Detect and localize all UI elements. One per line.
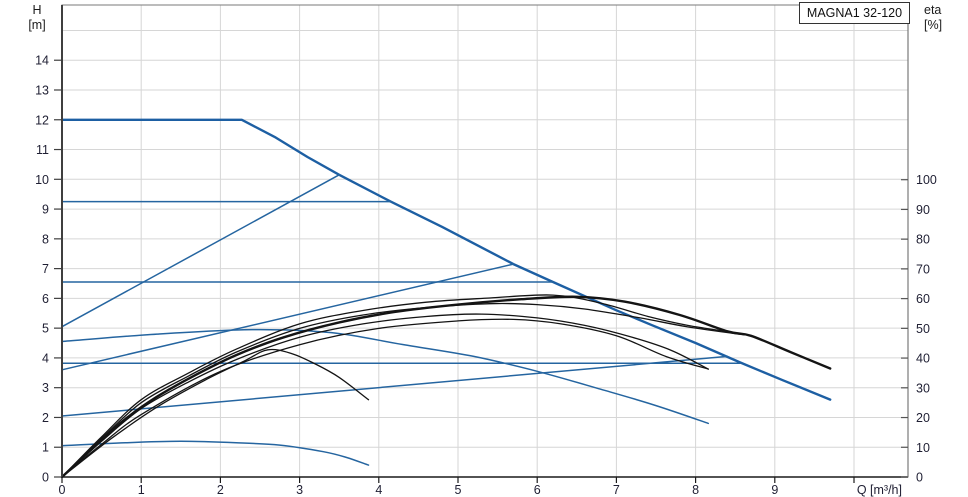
left-axis-label: H [m] xyxy=(20,3,54,33)
tick-label: 80 xyxy=(916,233,930,247)
left-axis-label-symbol: H xyxy=(32,3,42,17)
curve-eta-curve-3 xyxy=(61,302,746,478)
tick-label: 20 xyxy=(916,411,930,425)
tick-label: 14 xyxy=(35,54,49,68)
tick-label: 90 xyxy=(916,203,930,217)
curve-eta-curve-4 xyxy=(61,313,709,478)
tick-label: 8 xyxy=(42,232,49,246)
pump-curves xyxy=(60,118,832,479)
x-axis-unit-label: Q [m³/h] xyxy=(857,483,902,497)
curve-mid-speed-curve xyxy=(61,328,710,425)
right-axis-label-unit: [%] xyxy=(924,18,943,32)
tick-label: 6 xyxy=(42,292,49,306)
tick-label: 12 xyxy=(35,113,49,127)
curve-eta-min xyxy=(61,348,370,478)
tick-label: 1 xyxy=(138,483,145,497)
plot-border xyxy=(61,4,909,478)
left-axis-label-unit: [m] xyxy=(28,18,46,32)
tick-label: 100 xyxy=(916,173,937,187)
tick-label: 5 xyxy=(455,483,462,497)
axis-ticks xyxy=(54,59,908,483)
tick-label: 2 xyxy=(217,483,224,497)
grid-lines xyxy=(62,5,908,477)
tick-label: 7 xyxy=(42,262,49,276)
curve-min-speed-curve xyxy=(61,440,370,466)
curve-eta-curve-2 xyxy=(61,294,728,478)
tick-label: 30 xyxy=(916,381,930,395)
right-axis-label: eta [%] xyxy=(924,3,964,33)
tick-label: 10 xyxy=(35,173,49,187)
chart-title: MAGNA1 32-120 xyxy=(806,6,903,20)
tick-label: 60 xyxy=(916,292,930,306)
tick-label: 0 xyxy=(42,471,49,485)
tick-label: 9 xyxy=(42,203,49,217)
tick-label: 50 xyxy=(916,322,930,336)
tick-label: 6 xyxy=(534,483,541,497)
tick-label: 70 xyxy=(916,262,930,276)
tick-label: 2 xyxy=(42,411,49,425)
tick-label: 11 xyxy=(36,143,49,157)
tick-label: 13 xyxy=(35,83,49,97)
tick-label: 0 xyxy=(59,483,66,497)
tick-label: 7 xyxy=(613,483,620,497)
tick-label: 9 xyxy=(771,483,778,497)
curve-eta-max xyxy=(60,295,832,479)
curve-prop-pressure-mid xyxy=(61,263,515,371)
tick-label: 40 xyxy=(916,352,930,366)
right-axis-label-symbol: eta xyxy=(924,3,942,17)
tick-label: 5 xyxy=(42,322,49,336)
tick-label: 4 xyxy=(42,351,49,365)
tick-label: 1 xyxy=(42,441,49,455)
axis-tick-labels: 0123456789101112131401020304050607080901… xyxy=(35,54,937,497)
curve-prop-pressure-high xyxy=(61,174,340,328)
tick-label: 4 xyxy=(375,483,382,497)
axis-lines xyxy=(61,5,909,478)
tick-label: 3 xyxy=(296,483,303,497)
curve-eta-curve-5 xyxy=(61,318,709,478)
tick-label: 0 xyxy=(916,471,923,485)
tick-label: 8 xyxy=(692,483,699,497)
tick-label: 10 xyxy=(916,441,930,455)
tick-label: 3 xyxy=(42,381,49,395)
chart-title-box: MAGNA1 32-120 xyxy=(799,2,910,24)
curve-prop-pressure-low xyxy=(61,355,729,417)
